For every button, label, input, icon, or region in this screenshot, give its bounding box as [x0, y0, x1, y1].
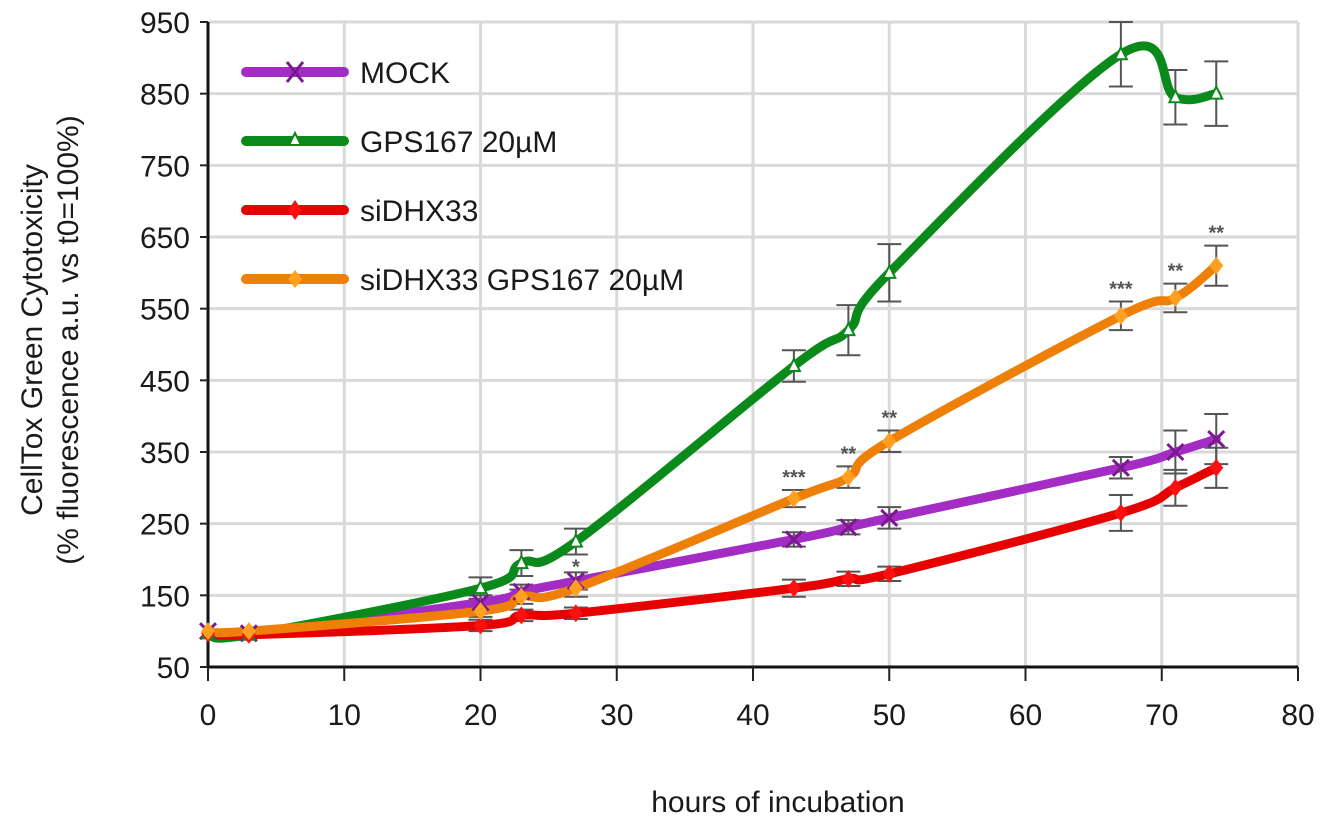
triangle-marker-icon	[472, 578, 489, 595]
legend: MOCK GPS167 20µM siDHX33 siDHX33 GPS167 …	[241, 57, 684, 297]
series-line-3	[203, 261, 1221, 638]
diamond-marker-icon	[1168, 478, 1183, 497]
y-axis-title-line1: CellTox Green Cytotoxicity	[16, 164, 49, 516]
triangle-marker-icon	[513, 553, 529, 570]
diamond-marker-icon	[1209, 256, 1224, 275]
triangle-marker-icon	[1208, 84, 1224, 100]
triangle-icon	[287, 130, 303, 146]
diamond-marker-icon	[568, 604, 583, 623]
diamond-marker-icon	[473, 616, 488, 635]
significance-mark: **	[841, 443, 857, 465]
x-tick-label: 40	[736, 699, 769, 732]
diamond-marker-icon	[786, 579, 801, 598]
x-tick-label: 50	[873, 699, 906, 732]
diamond-marker-icon	[473, 602, 488, 621]
diamond-marker-icon	[514, 587, 529, 606]
diamond-marker-icon	[201, 622, 215, 641]
x-tick-label: 80	[1281, 699, 1314, 732]
y-tick-label: 350	[140, 437, 190, 470]
y-tick-label: 750	[140, 150, 190, 183]
y-axis-title: CellTox Green Cytotoxicity (% fluorescen…	[16, 115, 85, 564]
significance-mark: **	[1208, 223, 1224, 245]
y-tick-label: 450	[140, 365, 190, 398]
x-tick-label: 20	[464, 699, 497, 732]
diamond-marker-icon	[841, 569, 856, 588]
legend-label: MOCK	[360, 57, 450, 90]
legend-item-sidhx33-gps167: siDHX33 GPS167 20µM	[241, 264, 684, 297]
diamond-marker-icon	[1209, 458, 1224, 477]
x-tick-label: 70	[1145, 699, 1178, 732]
x-marker-icon	[784, 530, 803, 549]
grid-lines	[208, 20, 1300, 667]
y-tick-label: 250	[140, 509, 190, 542]
y-tick-label: 950	[140, 7, 190, 40]
triangle-marker-icon	[881, 263, 897, 279]
significance-mark: *	[572, 557, 580, 579]
triangle-marker-icon	[568, 532, 584, 548]
diamond-icon	[288, 270, 302, 288]
legend-item-sidhx33: siDHX33	[241, 195, 478, 228]
y-tick-label: 850	[140, 79, 190, 112]
significance-mark: **	[881, 408, 897, 430]
diamond-marker-icon	[786, 489, 801, 508]
x-marker-icon	[1166, 442, 1185, 462]
significance-mark: **	[1168, 261, 1184, 283]
series-markers	[198, 45, 1226, 644]
y-tick-label: 550	[140, 294, 190, 327]
x-marker-icon	[1111, 458, 1130, 477]
legend-label: GPS167 20µM	[360, 126, 557, 159]
x-tick-label: 10	[328, 699, 361, 732]
x-tick-label: 30	[600, 699, 633, 732]
x-tick-label: 0	[200, 699, 217, 732]
legend-label: siDHX33	[360, 195, 478, 228]
x-marker-icon	[839, 518, 858, 537]
y-axis-ticks: 50 150 250 350 450 550 650 750 850 950	[140, 7, 208, 685]
diamond-icon	[288, 200, 302, 220]
y-tick-label: 50	[157, 652, 190, 685]
triangle-marker-icon	[1113, 45, 1129, 61]
y-tick-label: 650	[140, 222, 190, 255]
legend-item-mock: MOCK	[241, 57, 450, 90]
triangle-marker-icon	[1167, 88, 1183, 104]
diamond-marker-icon	[568, 579, 583, 598]
diamond-marker-icon	[841, 468, 856, 487]
legend-label: siDHX33 GPS167 20µM	[360, 264, 684, 297]
x-tick-label: 60	[1009, 699, 1042, 732]
x-axis-title: hours of incubation	[651, 786, 905, 819]
y-axis-title-line2: (% fluorescence a.u. vs t0=100%)	[52, 115, 85, 564]
diamond-marker-icon	[882, 432, 897, 451]
legend-item-gps167: GPS167 20µM	[241, 126, 557, 159]
triangle-marker-icon	[786, 356, 802, 372]
diamond-marker-icon	[241, 622, 256, 641]
significance-mark: ***	[1109, 279, 1133, 301]
y-tick-label: 150	[140, 580, 190, 613]
diamond-marker-icon	[1113, 306, 1128, 325]
diamond-marker-icon	[1113, 503, 1128, 522]
triangle-marker-icon	[840, 320, 856, 337]
significance-mark: ***	[782, 467, 806, 489]
x-marker-icon	[880, 508, 899, 527]
diamond-marker-icon	[514, 606, 529, 625]
significance-annotations: ***************	[572, 223, 1224, 579]
x-axis-ticks: 0 10 20 30 40 50 60 70 80	[200, 667, 1315, 732]
diamond-marker-icon	[1168, 288, 1183, 307]
diamond-marker-icon	[882, 564, 897, 583]
x-icon	[285, 61, 305, 83]
x-marker-icon	[1207, 430, 1226, 449]
